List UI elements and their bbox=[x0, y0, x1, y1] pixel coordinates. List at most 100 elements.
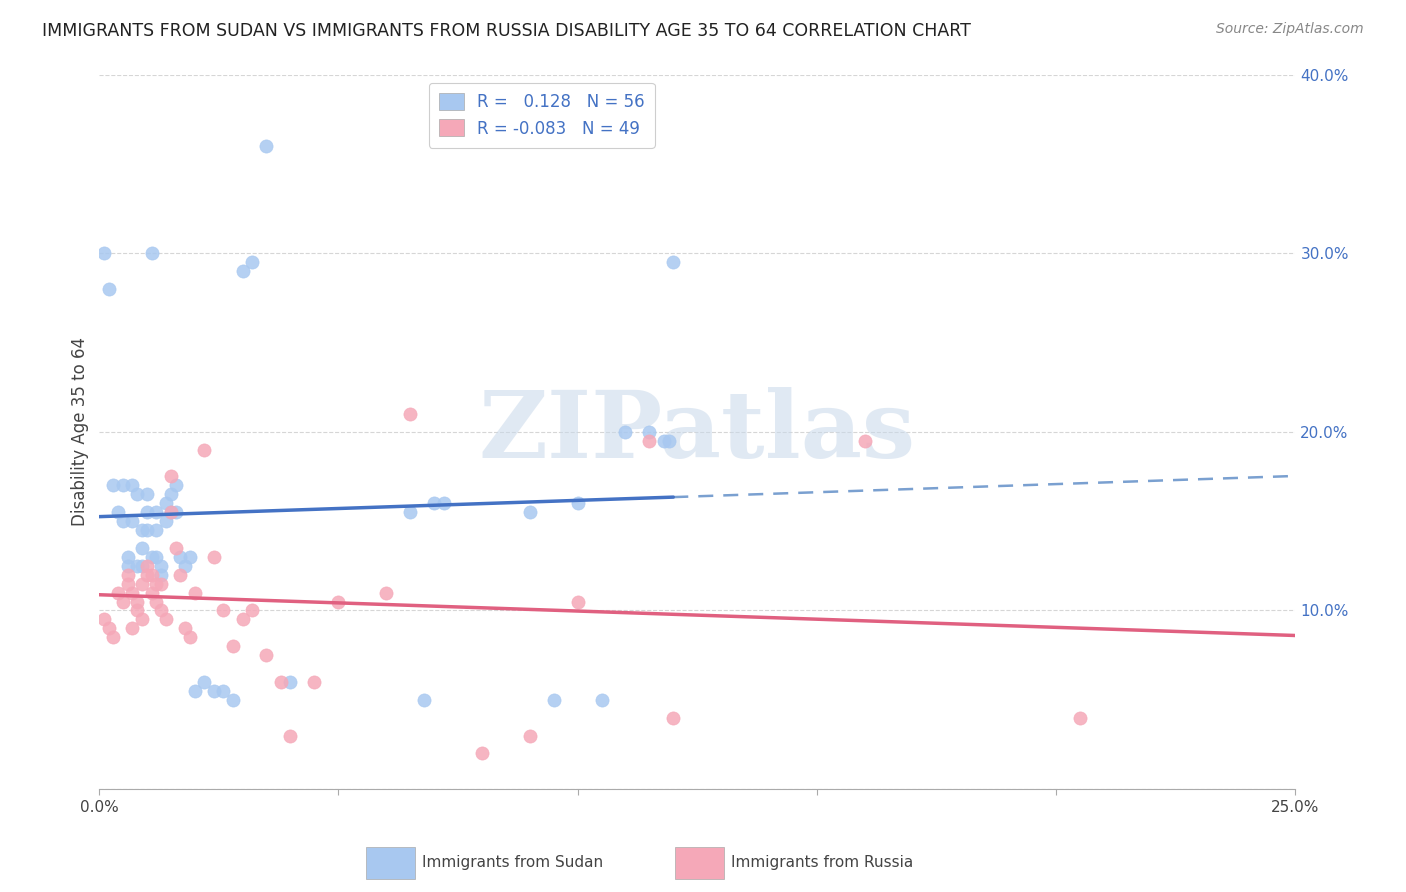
Point bbox=[193, 442, 215, 457]
Point bbox=[131, 558, 153, 573]
Point bbox=[111, 594, 134, 608]
Point bbox=[179, 549, 201, 564]
Point bbox=[135, 567, 157, 582]
Point bbox=[280, 729, 302, 743]
Point bbox=[111, 514, 134, 528]
Legend: R =   0.128   N = 56, R = -0.083   N = 49: R = 0.128 N = 56, R = -0.083 N = 49 bbox=[429, 83, 655, 147]
Point bbox=[135, 558, 157, 573]
Point bbox=[117, 558, 139, 573]
Point bbox=[662, 255, 685, 269]
Point bbox=[567, 496, 589, 510]
Point bbox=[212, 603, 235, 617]
Text: ZIPatlas: ZIPatlas bbox=[478, 387, 915, 477]
Point bbox=[638, 434, 661, 448]
Point bbox=[519, 729, 541, 743]
Point bbox=[165, 478, 187, 492]
Point bbox=[183, 585, 205, 599]
Point bbox=[179, 630, 201, 644]
Point bbox=[131, 523, 153, 537]
Point bbox=[141, 549, 163, 564]
Point bbox=[657, 434, 679, 448]
Point bbox=[145, 594, 167, 608]
Point bbox=[662, 711, 685, 725]
Point bbox=[117, 549, 139, 564]
Point bbox=[169, 549, 191, 564]
Point bbox=[121, 478, 143, 492]
Point bbox=[591, 693, 613, 707]
Point bbox=[97, 621, 120, 635]
Point bbox=[117, 576, 139, 591]
Point bbox=[159, 505, 181, 519]
Y-axis label: Disability Age 35 to 64: Disability Age 35 to 64 bbox=[72, 337, 89, 526]
Point bbox=[375, 585, 398, 599]
Point bbox=[270, 675, 292, 690]
Point bbox=[131, 576, 153, 591]
Point bbox=[638, 425, 661, 439]
Point bbox=[127, 487, 149, 501]
Point bbox=[159, 469, 181, 483]
Point bbox=[155, 496, 177, 510]
Point bbox=[127, 603, 149, 617]
Point bbox=[212, 684, 235, 698]
Point bbox=[111, 478, 134, 492]
Point bbox=[150, 567, 173, 582]
Point bbox=[155, 612, 177, 626]
Point bbox=[169, 567, 191, 582]
Point bbox=[135, 505, 157, 519]
Point bbox=[519, 505, 541, 519]
Point bbox=[159, 487, 181, 501]
Point bbox=[145, 505, 167, 519]
Text: Immigrants from Russia: Immigrants from Russia bbox=[731, 855, 914, 870]
Point bbox=[145, 576, 167, 591]
Point bbox=[232, 612, 254, 626]
Point bbox=[93, 246, 115, 260]
Point bbox=[567, 594, 589, 608]
Point bbox=[240, 255, 263, 269]
Point bbox=[97, 282, 120, 296]
Point bbox=[121, 621, 143, 635]
Point bbox=[117, 567, 139, 582]
Point bbox=[543, 693, 565, 707]
Point bbox=[93, 612, 115, 626]
Point bbox=[103, 630, 125, 644]
Point bbox=[1069, 711, 1091, 725]
Text: IMMIGRANTS FROM SUDAN VS IMMIGRANTS FROM RUSSIA DISABILITY AGE 35 TO 64 CORRELAT: IMMIGRANTS FROM SUDAN VS IMMIGRANTS FROM… bbox=[42, 22, 972, 40]
Point bbox=[240, 603, 263, 617]
Point bbox=[150, 603, 173, 617]
Point bbox=[222, 639, 245, 653]
Point bbox=[471, 747, 494, 761]
Point bbox=[103, 478, 125, 492]
Point bbox=[159, 505, 181, 519]
Point bbox=[174, 558, 197, 573]
Point bbox=[202, 549, 225, 564]
Point bbox=[280, 675, 302, 690]
Point bbox=[853, 434, 876, 448]
Point bbox=[141, 585, 163, 599]
Point bbox=[141, 567, 163, 582]
Point bbox=[131, 612, 153, 626]
Point bbox=[145, 549, 167, 564]
Point bbox=[304, 675, 326, 690]
Point bbox=[165, 541, 187, 555]
Point bbox=[399, 505, 422, 519]
Point bbox=[423, 496, 446, 510]
Text: Source: ZipAtlas.com: Source: ZipAtlas.com bbox=[1216, 22, 1364, 37]
Text: Immigrants from Sudan: Immigrants from Sudan bbox=[422, 855, 603, 870]
Point bbox=[127, 594, 149, 608]
Point bbox=[165, 505, 187, 519]
Point bbox=[193, 675, 215, 690]
Point bbox=[107, 585, 129, 599]
Point bbox=[127, 558, 149, 573]
Point bbox=[256, 139, 278, 153]
Point bbox=[107, 505, 129, 519]
Point bbox=[155, 514, 177, 528]
Point bbox=[150, 558, 173, 573]
Point bbox=[399, 407, 422, 421]
Point bbox=[174, 621, 197, 635]
Point bbox=[256, 648, 278, 662]
Point bbox=[131, 541, 153, 555]
Point bbox=[202, 684, 225, 698]
Point bbox=[150, 576, 173, 591]
Point bbox=[183, 684, 205, 698]
Point bbox=[135, 487, 157, 501]
